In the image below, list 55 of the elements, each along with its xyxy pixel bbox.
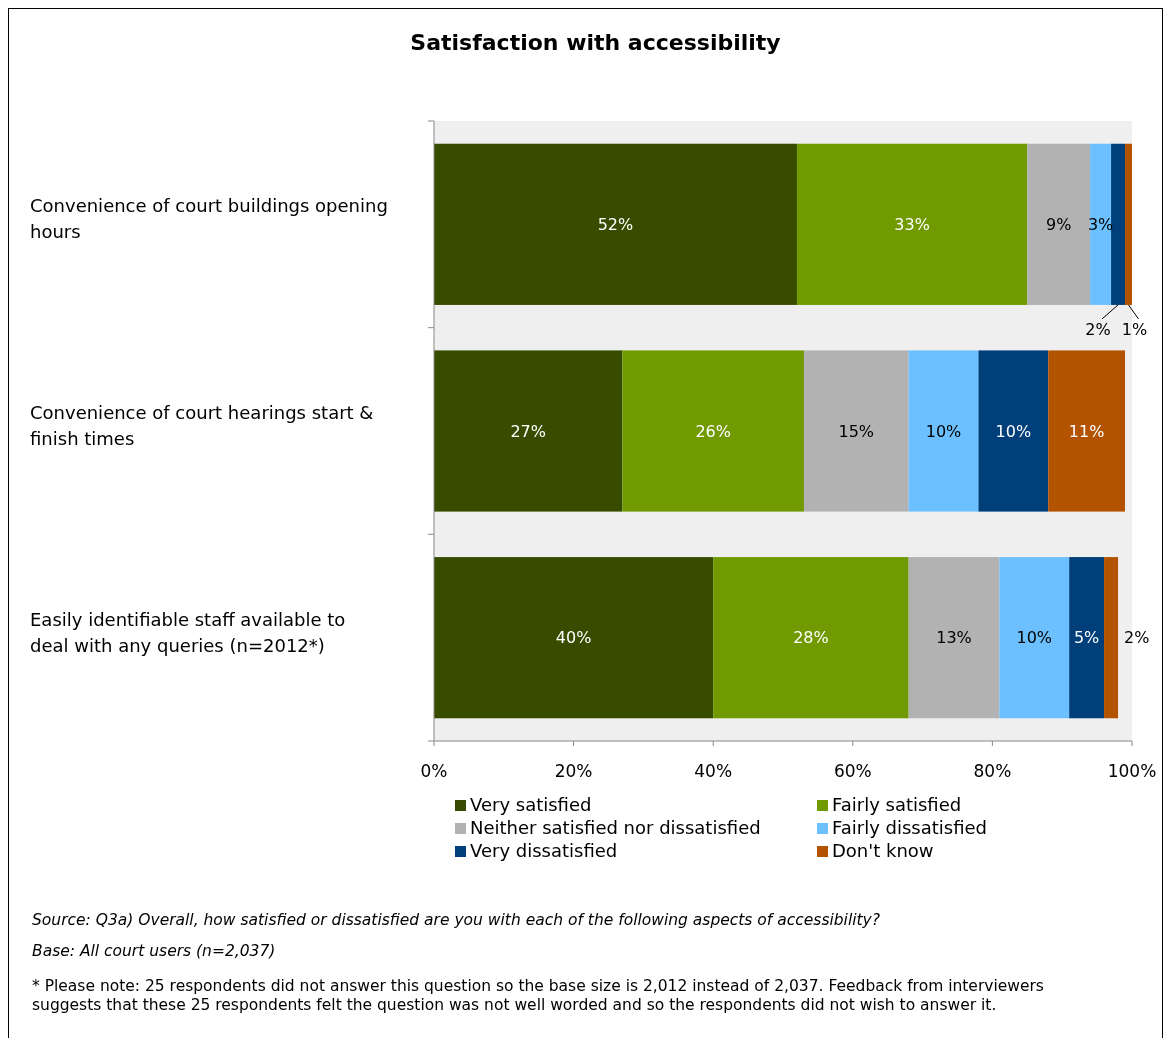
legend-label: Neither satisfied nor dissatisfied (470, 817, 761, 838)
legend-label: Don't know (832, 840, 934, 861)
data-label: 33% (894, 214, 930, 234)
bar (908, 557, 1000, 719)
legend-label: Fairly satisfied (832, 794, 962, 815)
x-tick-label: 20% (554, 761, 593, 781)
data-label: 2% (1085, 319, 1111, 339)
data-label: 28% (793, 628, 829, 648)
bar (622, 350, 804, 512)
data-label: 11% (1068, 421, 1105, 441)
y-tick-label: Convenience of court buildings opening hours (30, 195, 388, 243)
bar (999, 557, 1070, 719)
bar (434, 557, 714, 719)
data-label: 10% (995, 421, 1032, 441)
data-label: 5% (1073, 628, 1100, 648)
x-tick-label: 0% (420, 761, 448, 781)
text: * Please note: 25 respondents did not answer this question so the base size is 2,012 instead of 2,037. Feedback from interviewers suggests that these 25 respondents felt the question was not well worded and so the respondents did not wish to answer it. (32, 977, 1044, 1014)
bar (434, 143, 797, 305)
bar (1069, 557, 1105, 719)
data-label: 27% (510, 421, 547, 441)
y-tick-label: Easily identifiable staff available to deal with any queries (n=2012*) (30, 608, 346, 656)
bar (434, 350, 623, 512)
data-label: 52% (597, 214, 634, 234)
x-tick-label: 80% (973, 761, 1012, 781)
y-tick-label: Convenience of court hearings start & finish times (30, 402, 374, 449)
bar (1027, 143, 1091, 305)
x-tick-label: 40% (694, 761, 733, 781)
x-tick-label: 100% (1107, 761, 1157, 781)
data-label: 10% (925, 421, 962, 441)
data-label: 9% (1046, 214, 1072, 234)
text: Base: All court users (n=2,037) (32, 942, 276, 960)
bar (1125, 143, 1132, 305)
legend-label: Very satisfied (470, 794, 592, 815)
data-label: 26% (695, 421, 731, 441)
data-label: 3% (1087, 214, 1114, 234)
bar (1048, 350, 1126, 512)
data-label: 13% (936, 628, 972, 648)
x-tick-label: 60% (833, 761, 872, 781)
bar (1090, 143, 1112, 305)
bar (978, 350, 1049, 512)
bar (796, 143, 1028, 305)
data-label: 40% (555, 628, 592, 648)
bar (908, 350, 979, 512)
bar (1111, 143, 1126, 305)
data-label: 2% (1124, 628, 1150, 648)
bar (713, 557, 909, 719)
data-label: 1% (1121, 319, 1148, 339)
chart-title: Satisfaction with accessibility (410, 30, 781, 55)
source-note: Source: Q3a) Overall, how satisfied or dissatisfied are you with each of the following aspects of accessibility? (32, 911, 881, 929)
bar (803, 350, 909, 512)
data-label: 15% (838, 421, 875, 441)
bar (1104, 557, 1119, 719)
legend-label: Very dissatisfied (470, 840, 618, 861)
data-label: 10% (1016, 628, 1053, 648)
legend-label: Fairly dissatisfied (832, 817, 987, 838)
